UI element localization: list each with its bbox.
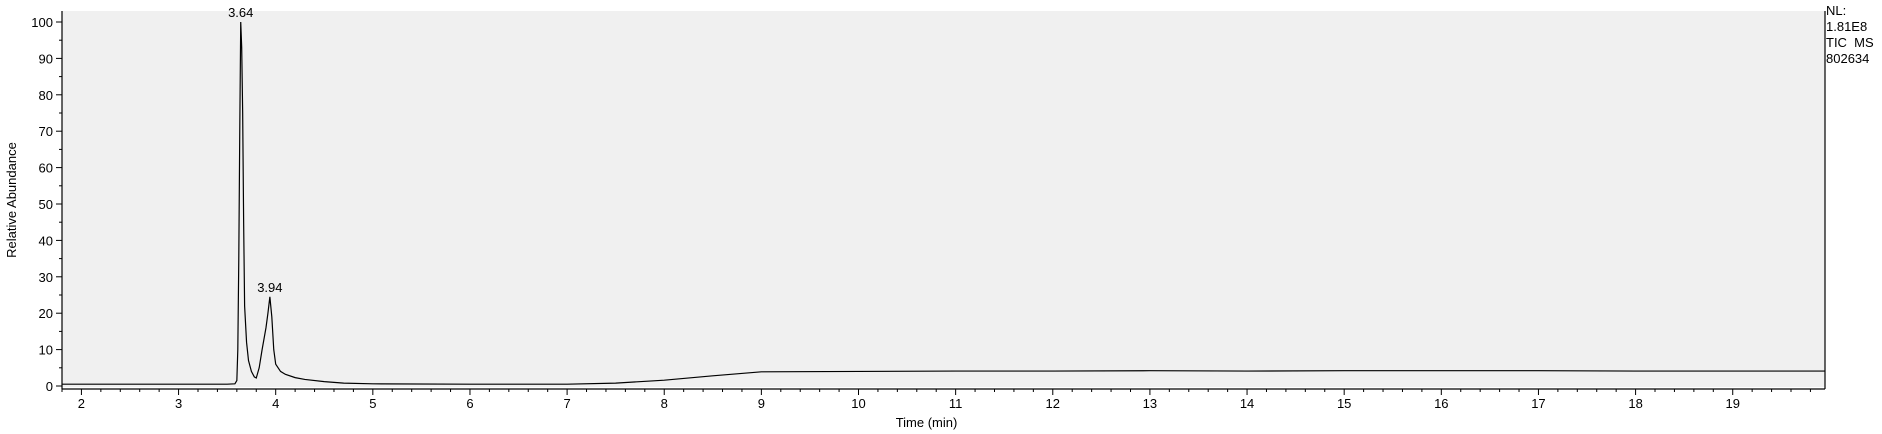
x-tick-label: 19 xyxy=(1725,396,1739,411)
y-tick-label: 20 xyxy=(39,306,53,321)
x-tick-label: 7 xyxy=(563,396,570,411)
x-tick-label: 2 xyxy=(78,396,85,411)
y-tick-label: 70 xyxy=(39,124,53,139)
x-axis-title: Time (min) xyxy=(896,415,958,430)
x-tick-label: 3 xyxy=(175,396,182,411)
x-tick-label: 17 xyxy=(1531,396,1545,411)
peak-labels: 3.64 3.94 xyxy=(228,5,282,295)
y-tick-label: 40 xyxy=(39,233,53,248)
y-axis: 0 10 20 30 40 50 60 70 80 90 100 xyxy=(31,11,63,394)
y-tick-label: 10 xyxy=(39,343,53,358)
peak-label: 3.64 xyxy=(228,5,253,20)
x-tick-label: 18 xyxy=(1628,396,1642,411)
x-tick-label: 13 xyxy=(1143,396,1157,411)
y-tick-label: 100 xyxy=(31,15,53,30)
y-tick-label: 0 xyxy=(46,379,53,394)
plot-area xyxy=(62,11,1825,387)
x-tick-label: 6 xyxy=(466,396,473,411)
y-tick-label: 30 xyxy=(39,270,53,285)
x-tick-label: 9 xyxy=(758,396,765,411)
x-tick-label: 4 xyxy=(272,396,279,411)
x-tick-label: 16 xyxy=(1434,396,1448,411)
x-tick-label: 15 xyxy=(1337,396,1351,411)
tic-trace-line xyxy=(62,21,1825,385)
nl-value: 1.81E8 xyxy=(1826,19,1868,34)
trace-type: TIC MS xyxy=(1826,35,1874,50)
nl-label: NL: xyxy=(1826,3,1847,18)
normalization-info: NL: 1.81E8 TIC MS 802634 xyxy=(1826,3,1874,67)
y-tick-label: 60 xyxy=(39,161,53,176)
x-tick-label: 12 xyxy=(1046,396,1060,411)
y-axis-title: Relative Abundance xyxy=(4,142,19,258)
y-tick-label: 50 xyxy=(39,197,53,212)
sample-id: 802634 xyxy=(1826,51,1870,66)
peak-label: 3.94 xyxy=(257,280,282,295)
y-tick-label: 90 xyxy=(39,51,53,66)
x-tick-label: 8 xyxy=(661,396,668,411)
x-axis: 2 3 4 5 6 7 8 9 10 11 12 13 14 15 16 17 18 19 xyxy=(61,11,1826,411)
x-tick-label: 5 xyxy=(369,396,376,411)
x-tick-label: 14 xyxy=(1240,396,1254,411)
x-tick-label: 10 xyxy=(851,396,865,411)
x-tick-label: 11 xyxy=(949,396,963,411)
y-tick-label: 80 xyxy=(39,88,53,103)
